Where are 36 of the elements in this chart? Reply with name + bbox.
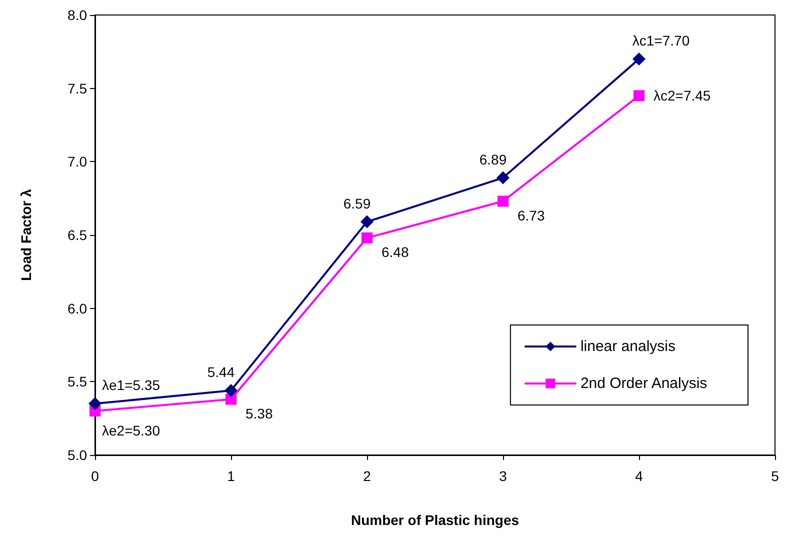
y-tick-label: 6.0: [68, 300, 88, 316]
y-tick-label: 6.5: [68, 227, 88, 243]
data-label: 6.48: [382, 244, 409, 260]
point: [498, 196, 508, 207]
y-tick-label: 8.0: [68, 7, 88, 23]
legend-label: linear analysis: [580, 338, 676, 355]
point: [226, 394, 236, 405]
point: [496, 171, 510, 184]
data-label: λe1=5.35: [102, 377, 160, 394]
legend-label: 2nd Order Analysis: [580, 375, 708, 392]
point: [88, 397, 102, 410]
data-label: 6.59: [343, 195, 371, 212]
data-label: λe2=5.30: [102, 422, 160, 438]
y-tick-label: 5.5: [68, 374, 88, 390]
point: [224, 384, 238, 397]
data-label: λc2=7.45: [654, 88, 711, 104]
point: [632, 52, 646, 66]
x-tick-label: 4: [635, 468, 644, 484]
x-tick-label: 0: [91, 468, 100, 484]
data-label: 6.89: [479, 151, 507, 168]
x-tick-label: 1: [227, 468, 236, 484]
point: [634, 90, 644, 102]
x-tick-label: 3: [499, 468, 508, 484]
point: [360, 215, 374, 228]
data-label: 6.73: [518, 207, 545, 224]
x-tick-label: 2: [363, 468, 372, 484]
y-axis-title: Load Factor λ: [18, 188, 34, 281]
data-label: λc1=7.70: [632, 32, 690, 48]
y-tick-label: 7.0: [68, 154, 88, 170]
y-tick-label: 7.5: [68, 80, 88, 96]
x-axis-title: Number of Plastic hinges: [350, 512, 520, 528]
y-tick-label: 5.0: [68, 447, 88, 463]
data-label: 5.38: [246, 405, 273, 422]
data-label: 5.44: [207, 364, 235, 380]
point: [362, 232, 372, 244]
x-tick-label: 5: [771, 468, 780, 484]
